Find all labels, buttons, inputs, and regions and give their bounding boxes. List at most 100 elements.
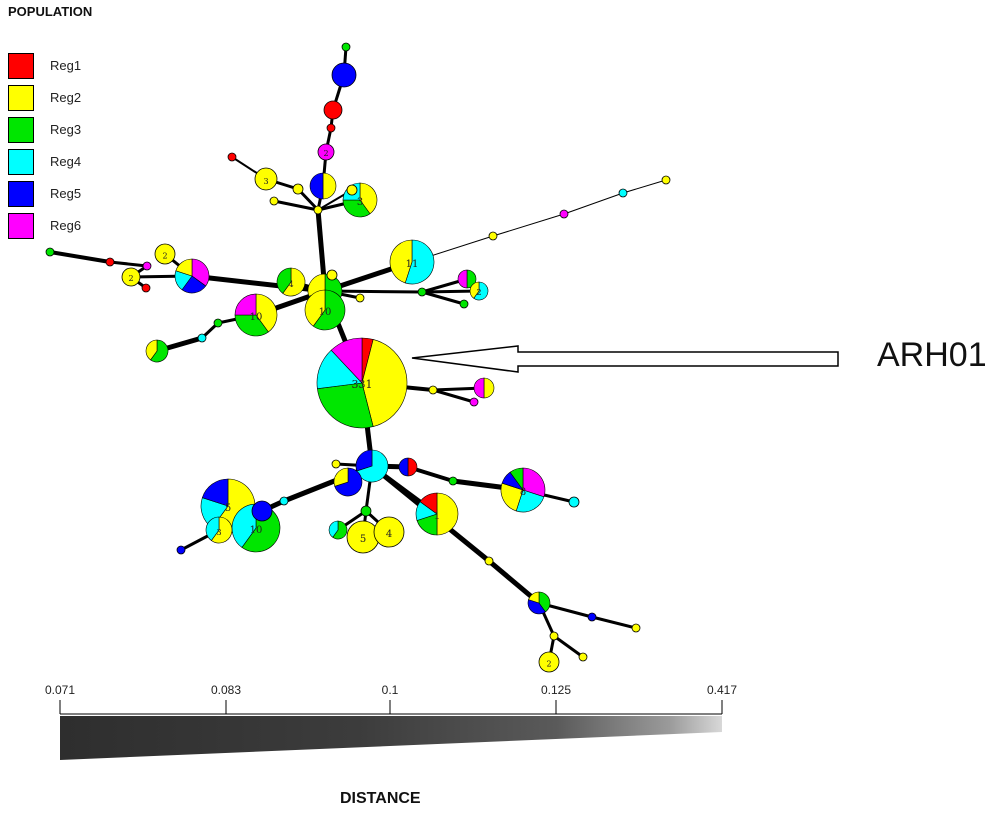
node-slice	[528, 591, 540, 604]
node-slice	[150, 339, 169, 363]
haplotype-node: 2	[538, 651, 560, 673]
haplotype-node	[292, 183, 304, 195]
node-slice	[276, 267, 292, 294]
node-slice	[359, 182, 378, 215]
network-edge	[109, 260, 148, 268]
node-slice	[234, 314, 269, 337]
node-slice	[332, 520, 348, 540]
haplotype-node	[326, 123, 336, 133]
haplotype-node: 2	[469, 281, 489, 301]
haplotype-node	[323, 100, 343, 120]
scale-tick-label: 0.1	[382, 683, 399, 697]
node-slice	[145, 339, 158, 361]
haplotype-node: 3	[205, 516, 233, 544]
haplotype-node: 2	[154, 243, 176, 265]
node-count-label: 4	[386, 529, 392, 540]
distance-scale-title: DISTANCE	[340, 790, 421, 807]
node-slice	[333, 467, 349, 487]
node-slice	[201, 478, 229, 507]
network-edge	[273, 199, 319, 212]
haplotype-node	[469, 397, 479, 407]
network-edge	[553, 634, 584, 659]
network-edge	[432, 388, 475, 404]
node-count-label: 2	[128, 274, 133, 283]
haplotype-node	[473, 377, 495, 399]
legend-swatch	[8, 53, 34, 79]
node-slice	[404, 239, 435, 285]
haplotype-node	[360, 505, 372, 517]
scale-tick-label: 0.083	[211, 683, 241, 697]
haplotype-node	[142, 261, 152, 271]
node-slice	[509, 467, 524, 491]
node-count-label: 2	[323, 149, 328, 158]
node-slice	[407, 457, 418, 477]
node-slice	[389, 239, 413, 284]
node-slice	[361, 339, 408, 427]
node-slice	[522, 467, 546, 498]
haplotype-node	[448, 476, 458, 486]
haplotype-node: 2	[121, 267, 141, 287]
network-nodes: 331 2 3 3 4 2 2 10 10 11 2 8 1 5 4 5 10 3 2	[45, 42, 671, 673]
haplotype-node: 3	[254, 167, 278, 191]
node-slice	[175, 258, 193, 277]
haplotype-node	[333, 467, 363, 497]
haplotype-node	[661, 175, 671, 185]
haplotype-node	[618, 188, 628, 198]
distance-scale: 0.071 0.083 0.1 0.125 0.417	[45, 683, 737, 760]
haplotype-node	[227, 152, 237, 162]
haplotype-node	[341, 42, 351, 52]
haplotype-node: 4	[373, 516, 405, 548]
network-edge	[622, 179, 667, 194]
haplotype-node	[346, 184, 358, 196]
haplotype-node	[269, 196, 279, 206]
node-slice	[515, 489, 545, 513]
node-slice	[255, 293, 278, 333]
haplotype-node	[145, 339, 169, 363]
node-slice	[191, 258, 210, 287]
node-count-label: 2	[162, 252, 167, 261]
haplotype-node	[213, 318, 223, 328]
node-count-label: 10	[319, 307, 332, 318]
legend-label: Reg6	[50, 218, 82, 233]
node-slice	[500, 482, 524, 512]
haplotype-node	[559, 209, 569, 219]
legend-label: Reg2	[50, 90, 82, 105]
node-slice	[436, 492, 459, 536]
node-slice	[304, 289, 326, 327]
haplotype-node: 8	[500, 467, 546, 513]
haplotype-node	[141, 283, 151, 293]
legend-swatch	[8, 181, 34, 207]
legend-label: Reg1	[50, 58, 82, 73]
haplotype-node: 4	[276, 267, 306, 297]
haplotype-node	[45, 247, 55, 257]
haplotype-node	[549, 631, 559, 641]
arh01-callout-label: ARH01	[877, 336, 987, 374]
haplotype-node	[631, 623, 641, 633]
legend-swatch	[8, 85, 34, 111]
haplotype-node	[417, 287, 427, 297]
haplotype-node	[328, 520, 348, 540]
network-edge	[421, 289, 480, 294]
node-slice	[538, 591, 551, 613]
network-edge	[421, 290, 465, 306]
node-count-label: 5	[360, 534, 366, 545]
node-count-label: 3	[216, 528, 221, 537]
haplotype-node	[331, 62, 357, 88]
haplotype-node: 5	[346, 520, 380, 554]
network-edge	[591, 615, 637, 630]
node-count-label: 5	[225, 503, 231, 514]
node-slice	[527, 599, 546, 615]
scale-tick-label: 0.125	[541, 683, 571, 697]
arh01-arrow-icon	[411, 345, 839, 373]
legend-label: Reg3	[50, 122, 82, 137]
node-slice	[334, 467, 363, 497]
legend-label: Reg4	[50, 154, 82, 169]
node-slice	[210, 516, 233, 544]
node-slice	[419, 492, 438, 515]
haplotype-node: 1	[415, 492, 459, 536]
haplotype-node	[105, 257, 115, 267]
haplotype-node	[313, 205, 323, 215]
node-slice	[469, 281, 480, 299]
